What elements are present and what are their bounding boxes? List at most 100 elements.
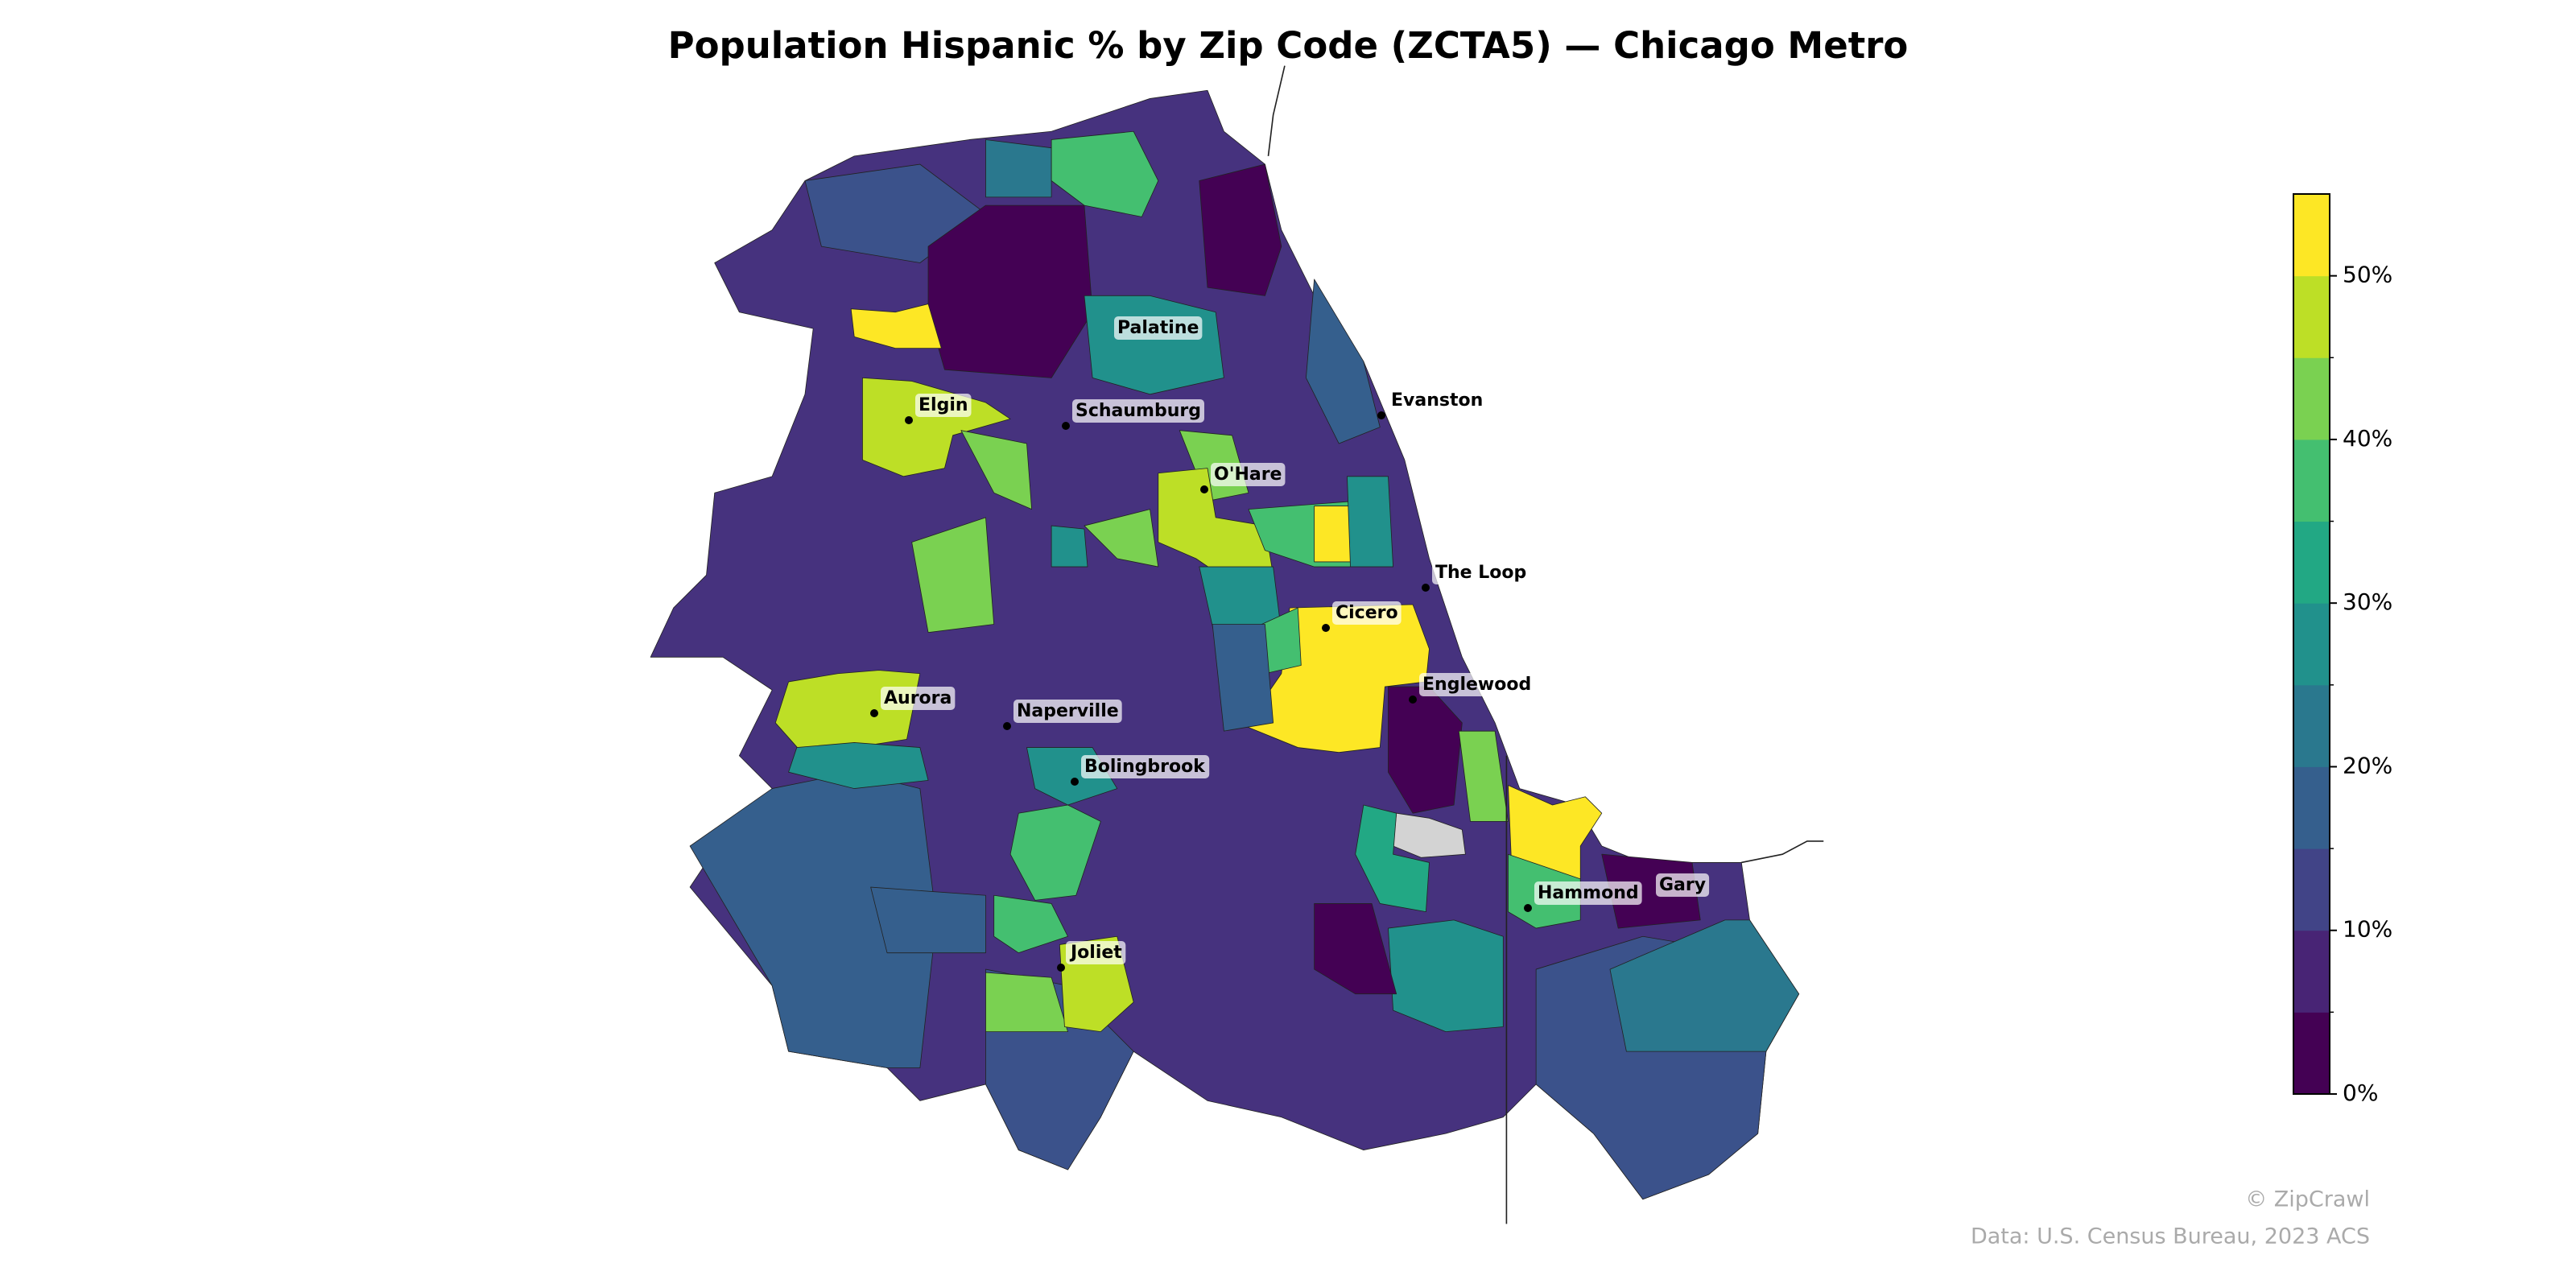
place: Aurora bbox=[870, 687, 956, 717]
region bbox=[862, 377, 1011, 477]
place-label: Englewood bbox=[1422, 675, 1531, 695]
place-label: Cicero bbox=[1335, 603, 1398, 623]
colorbar-band bbox=[2293, 521, 2330, 604]
region bbox=[1051, 525, 1088, 568]
label-background bbox=[1081, 755, 1210, 778]
shoreline bbox=[1267, 65, 1286, 156]
colorbar-band bbox=[2293, 930, 2330, 1013]
place-label: Evanston bbox=[1391, 390, 1483, 411]
label-background bbox=[1013, 700, 1122, 723]
place-labels: Palatine Elgin Schaumburg Evanston O'Hare The… bbox=[870, 316, 1710, 972]
colorbar-band bbox=[2293, 275, 2330, 358]
region bbox=[1314, 903, 1397, 995]
place-dot bbox=[1200, 485, 1208, 493]
place-label: The Loop bbox=[1435, 563, 1526, 583]
colorbar-band bbox=[2293, 357, 2330, 440]
map-title: Population Hispanic % by Zip Code (ZCTA5… bbox=[668, 24, 1909, 67]
place-dot bbox=[1409, 696, 1417, 704]
place-label: Elgin bbox=[919, 395, 968, 415]
region bbox=[1314, 506, 1351, 563]
place-label: O'Hare bbox=[1214, 464, 1282, 485]
colorbar-tick-label: 0% bbox=[2343, 1080, 2378, 1106]
place: O'Hare bbox=[1200, 463, 1286, 493]
region bbox=[1009, 804, 1101, 901]
colorbar-band bbox=[2293, 1012, 2330, 1095]
place-dot bbox=[1524, 904, 1532, 912]
place-label: Palatine bbox=[1117, 318, 1199, 338]
region bbox=[960, 430, 1033, 510]
label-background bbox=[915, 394, 972, 417]
region bbox=[1355, 804, 1430, 913]
colorbar-band bbox=[2293, 684, 2330, 767]
place: Hammond bbox=[1524, 881, 1642, 912]
region bbox=[911, 517, 995, 634]
region bbox=[1458, 730, 1509, 822]
region bbox=[1388, 919, 1504, 1033]
place-dot bbox=[870, 709, 878, 717]
place: Gary bbox=[1656, 873, 1710, 897]
region bbox=[774, 670, 921, 753]
region bbox=[689, 771, 937, 1068]
place-dot bbox=[1071, 778, 1079, 786]
colorbar-frame bbox=[2293, 193, 2330, 1095]
label-background bbox=[1419, 673, 1535, 696]
region bbox=[985, 139, 1052, 198]
place: Elgin bbox=[905, 394, 972, 424]
place-label: Hammond bbox=[1538, 883, 1639, 903]
place-dot bbox=[1003, 722, 1011, 730]
label-background bbox=[881, 687, 956, 710]
place-dot bbox=[1057, 964, 1065, 972]
colorbar-band bbox=[2293, 603, 2330, 686]
place-dot bbox=[1377, 411, 1385, 419]
region bbox=[788, 742, 929, 789]
place-label: Joliet bbox=[1069, 943, 1122, 963]
colorbar-tick-label: 10% bbox=[2343, 916, 2392, 943]
place: Cicero bbox=[1322, 601, 1402, 632]
place-label: Naperville bbox=[1017, 701, 1119, 721]
region bbox=[1084, 509, 1159, 568]
shoreline bbox=[1741, 840, 1824, 864]
region bbox=[1212, 624, 1274, 732]
place-label: Schaumburg bbox=[1075, 401, 1201, 421]
label-background bbox=[1114, 316, 1203, 340]
region bbox=[1347, 476, 1394, 568]
place: Naperville bbox=[1003, 700, 1122, 730]
colorbar-tick-label: 30% bbox=[2343, 588, 2392, 615]
colorbar-band bbox=[2293, 848, 2330, 931]
region bbox=[870, 886, 986, 954]
region bbox=[1609, 919, 1800, 1052]
place: Englewood bbox=[1409, 673, 1535, 704]
label-background bbox=[1388, 389, 1487, 412]
colorbar-tick-label: 50% bbox=[2343, 262, 2392, 288]
place-label: Gary bbox=[1659, 875, 1706, 895]
region bbox=[1306, 279, 1381, 444]
colorbar-tick-label: 20% bbox=[2343, 752, 2392, 778]
label-background bbox=[1656, 873, 1710, 897]
region bbox=[993, 894, 1068, 954]
place: Schaumburg bbox=[1062, 399, 1204, 430]
region bbox=[850, 303, 942, 349]
label-background bbox=[1211, 463, 1286, 486]
colorbar-tick-label: 40% bbox=[2343, 425, 2392, 452]
place-label: Aurora bbox=[884, 688, 952, 708]
region bbox=[1199, 163, 1282, 296]
choropleth bbox=[650, 65, 1824, 1224]
label-background bbox=[1072, 399, 1204, 423]
label-background bbox=[1332, 601, 1402, 625]
colorbar: 0% 10% 20% 30% 40% 50% bbox=[2293, 193, 2392, 1106]
place-dot bbox=[1322, 624, 1330, 632]
region bbox=[1084, 295, 1224, 395]
place: Joliet bbox=[1057, 941, 1126, 972]
colorbar-band bbox=[2293, 439, 2330, 522]
credit: Data: U.S. Census Bureau, 2023 ACS bbox=[1971, 1224, 2370, 1249]
place: Bolingbrook bbox=[1071, 755, 1210, 786]
label-background bbox=[1432, 561, 1530, 584]
label-background bbox=[1066, 941, 1126, 964]
colorbar-band bbox=[2293, 194, 2330, 277]
region bbox=[1051, 130, 1159, 217]
credit: © ZipCrawl bbox=[2245, 1187, 2370, 1212]
place-dot bbox=[1422, 584, 1430, 592]
place-dot bbox=[905, 416, 913, 424]
region bbox=[927, 204, 1093, 378]
